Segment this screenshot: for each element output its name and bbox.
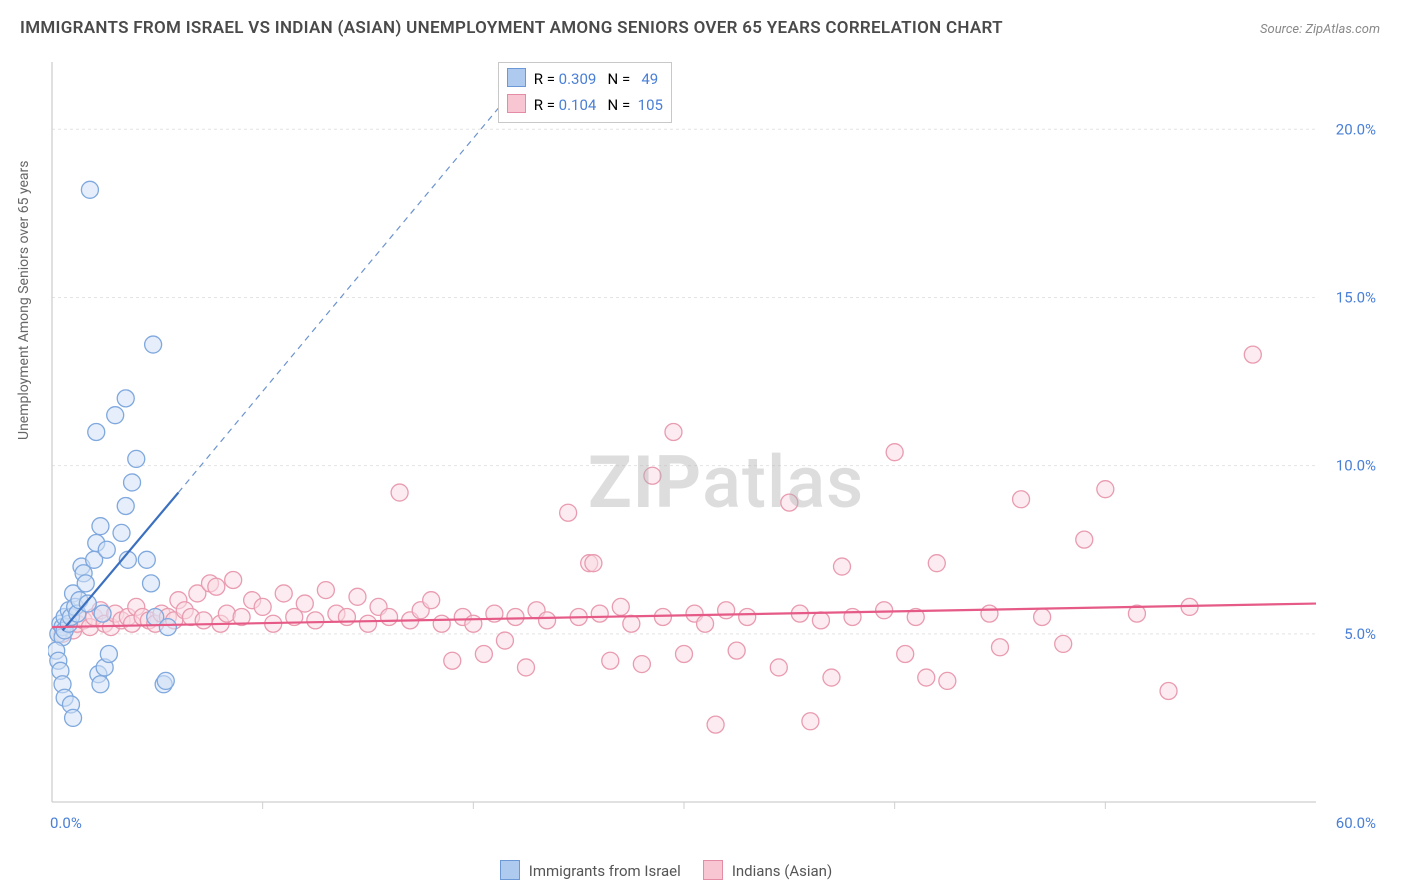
legend-label-indian: Indians (Asian) — [732, 862, 832, 880]
svg-text:0.0%: 0.0% — [50, 814, 82, 832]
svg-text:10.0%: 10.0% — [1336, 457, 1376, 475]
legend-swatch-indian — [703, 860, 723, 880]
legend-swatch-indian — [507, 94, 526, 113]
series-legend: Immigrants from Israel Indians (Asian) — [500, 860, 832, 880]
svg-text:60.0%: 60.0% — [1336, 814, 1376, 832]
n-label: N = — [608, 70, 631, 88]
n-value-israel: 49 — [641, 70, 658, 88]
chart-title: IMMIGRANTS FROM ISRAEL VS INDIAN (ASIAN)… — [20, 18, 1003, 38]
legend-swatch-israel — [507, 68, 526, 87]
source-label: Source: — [1260, 22, 1305, 37]
y-axis-label: Unemployment Among Seniors over 65 years — [16, 161, 32, 441]
r-value-indian: 0.104 — [559, 96, 597, 114]
correlation-legend: R = 0.309 N = 49 R = 0.104 N = 105 — [498, 62, 672, 123]
r-label: R = — [534, 70, 555, 88]
legend-label-israel: Immigrants from Israel — [529, 862, 681, 880]
svg-text:15.0%: 15.0% — [1336, 288, 1376, 306]
r-value-israel: 0.309 — [559, 70, 597, 88]
svg-text:20.0%: 20.0% — [1336, 120, 1376, 138]
svg-text:5.0%: 5.0% — [1344, 625, 1376, 643]
legend-row-israel: R = 0.309 N = 49 — [507, 67, 663, 93]
legend-row-indian: R = 0.104 N = 105 — [507, 93, 663, 119]
r-label: R = — [534, 96, 555, 114]
scatter-chart: 5.0% 10.0% 15.0% 20.0% 0.0% 60.0% — [48, 60, 1378, 835]
source-attribution: Source: ZipAtlas.com — [1260, 22, 1380, 37]
legend-swatch-israel — [500, 860, 520, 880]
chart-plot-area: 5.0%10.0%15.0%20.0%0.0%60.0% ZIPatlas R … — [48, 60, 1378, 835]
n-label: N = — [608, 96, 631, 114]
n-value-indian: 105 — [638, 96, 663, 114]
source-value: ZipAtlas.com — [1305, 22, 1380, 37]
